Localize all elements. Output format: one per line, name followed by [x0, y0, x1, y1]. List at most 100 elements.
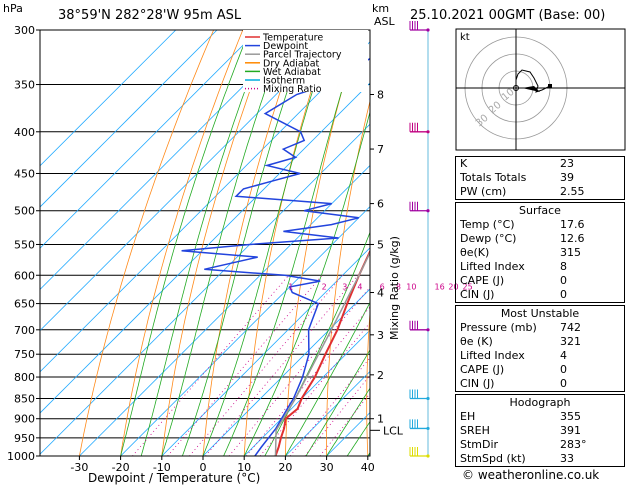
mu-row: θe (K) 321 — [460, 335, 581, 348]
hodo-row: StmDir 283° — [460, 438, 587, 451]
most-unstable-box: Most Unstable Pressure (mb) 742 θe (K) 321… — [455, 305, 625, 392]
mu-row: Lifted Index 4 — [460, 349, 567, 362]
wind-barb-dot — [426, 209, 430, 213]
isotherm — [40, 123, 370, 455]
x-tick-label: 30 — [320, 461, 334, 474]
x-tick-label: 40 — [361, 461, 375, 474]
series-dewpoint — [181, 57, 370, 456]
hodograph-storm-marker — [548, 84, 552, 88]
dry-adiabat — [243, 30, 331, 456]
pressure-tick-label: 350 — [14, 79, 35, 92]
surface-row: CIN (J) 0 — [460, 288, 567, 301]
dry-adiabat — [326, 99, 370, 456]
mixing-ratio-label: 20 — [448, 282, 458, 291]
mixing-ratio-line — [189, 275, 344, 456]
pressure-tick-label: 300 — [14, 24, 35, 37]
legend-entry: Dry Adiabat — [263, 58, 320, 69]
isotherm — [40, 30, 259, 249]
isotherm — [40, 30, 177, 167]
isotherm — [120, 206, 370, 456]
wet-adiabat — [120, 30, 251, 456]
mu-row: Pressure (mb) 742 — [460, 321, 581, 334]
pressure-tick-label: 650 — [14, 298, 35, 311]
km-tick-label: 8 — [377, 89, 384, 102]
km-tick-label: 4 — [377, 287, 384, 300]
mixing-ratio-line — [167, 275, 323, 456]
km-tick-label: 5 — [377, 238, 384, 251]
isotherm — [285, 370, 370, 456]
plot-frame — [39, 29, 371, 457]
index-row: Totals Totals 39 — [460, 171, 574, 184]
x-axis-label: Dewpoint / Temperature (°C) — [88, 471, 260, 485]
pressure-tick-label: 900 — [14, 413, 35, 426]
km-label: km — [372, 2, 389, 15]
most-unstable-title: Most Unstable — [500, 307, 580, 320]
x-tick-label: -10 — [153, 461, 171, 474]
legend-entry: Isotherm — [263, 76, 305, 87]
legend-entry: Parcel Trajectory — [263, 50, 342, 61]
isotherm — [243, 329, 370, 456]
km-tick-label: 7 — [377, 143, 384, 156]
wet-adiabat — [161, 30, 288, 456]
mixing-ratio-label: 2 — [322, 282, 327, 291]
pressure-tick-label: 700 — [14, 324, 35, 337]
indices-panel: K 23 Totals Totals 39 PW (cm) 2.55 Surface … — [455, 156, 625, 469]
series-parcel-trajectory — [274, 251, 370, 456]
pressure-tick-label: 500 — [14, 205, 35, 218]
mixing-ratio-label: 1 — [288, 282, 293, 291]
surface-title: Surface — [519, 204, 561, 217]
isotherm — [161, 247, 370, 456]
legend-entry: Dewpoint — [263, 41, 308, 52]
wind-barb-dot — [426, 426, 430, 431]
mixing-ratio-line — [245, 306, 370, 456]
hodograph-panel: kt 10 20 30 — [455, 28, 626, 151]
mixing-ratio-label: 25 — [463, 282, 473, 291]
mixing-ratio-axis-label: Mixing Ratio (g/kg) — [388, 236, 401, 340]
isotherm — [79, 164, 370, 456]
basic-indices-box: K 23 Totals Totals 39 PW (cm) 2.55 — [455, 156, 625, 200]
isotherm — [40, 30, 218, 208]
wet-adiabat — [223, 30, 361, 456]
pressure-tick-label: 550 — [14, 238, 35, 251]
surface-row: Lifted Index 8 — [460, 260, 567, 273]
mu-row: CAPE (J) 0 — [460, 363, 567, 376]
wet-adiabat — [305, 349, 370, 456]
hodo-row: EH 355 — [460, 410, 581, 423]
index-row: PW (cm) 2.55 — [460, 185, 585, 198]
mixing-ratio-label: 6 — [380, 282, 385, 291]
pressure-tick-label: 400 — [14, 126, 35, 139]
series-temperature — [274, 249, 370, 456]
pressure-tick-label: 450 — [14, 167, 35, 180]
x-tick-label: -20 — [112, 461, 130, 474]
mixing-ratio-line — [132, 275, 290, 456]
wet-adiabat — [202, 30, 333, 456]
wet-adiabat — [182, 30, 309, 456]
pressure-tick-label: 850 — [14, 392, 35, 405]
hpa-label: hPa — [3, 2, 23, 15]
surface-row: Temp (°C) 17.6 — [460, 218, 585, 231]
mixing-ratio-label: 4 — [357, 282, 362, 291]
isotherm — [40, 82, 370, 414]
isotherm — [40, 30, 300, 290]
surface-box: Surface Temp (°C) 17.6 Dewp (°C) 12.6 θe(K… — [455, 202, 625, 303]
dry-adiabat — [79, 30, 214, 456]
pressure-tick-label: 800 — [14, 371, 35, 384]
datetime-title: 25.10.2021 00GMT (Base: 00) — [410, 8, 605, 23]
x-tick-label: 0 — [200, 461, 207, 474]
hodograph-box: Hodograph EH 355 SREH 391 StmDir 283° StmSp… — [455, 394, 625, 467]
dry-adiabat — [120, 30, 244, 456]
mixing-ratio-label: 16 — [435, 282, 445, 291]
wet-adiabat — [140, 30, 268, 456]
hodograph-storm-arrow — [522, 86, 540, 92]
km-tick-label: 1 — [377, 413, 384, 426]
isotherm — [40, 41, 370, 373]
km-tick-label: 2 — [377, 369, 384, 382]
dry-adiabat — [366, 307, 370, 456]
mixing-ratio-label: 3 — [342, 282, 347, 291]
wind-barb-dot — [426, 130, 430, 134]
hodograph-title: Hodograph — [509, 396, 571, 409]
legend-entry: Wet Adiabat — [263, 67, 321, 78]
index-row: K 23 — [460, 157, 574, 170]
